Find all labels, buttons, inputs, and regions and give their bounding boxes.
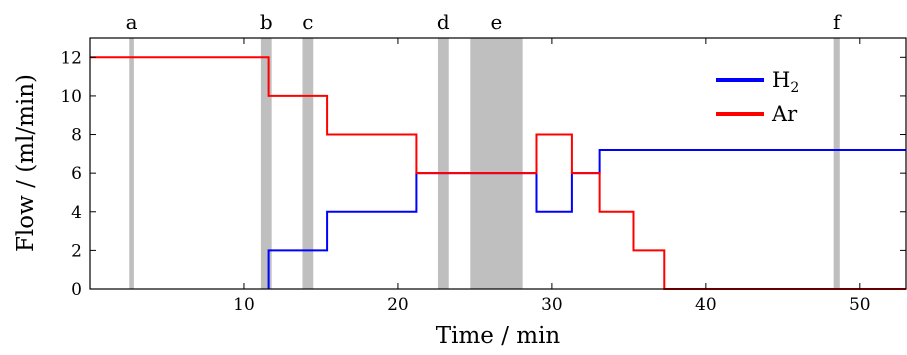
y-tick-label: 10 xyxy=(60,87,82,107)
x-tick-label: 50 xyxy=(849,295,871,315)
axis-ticks xyxy=(90,38,906,290)
shaded-region-f xyxy=(833,38,840,289)
legend-label-ar: Ar xyxy=(771,102,798,126)
plot-frame xyxy=(89,37,907,290)
shaded-region-b xyxy=(260,38,272,289)
region-label-a: a xyxy=(126,10,138,34)
region-label-f: f xyxy=(833,10,842,34)
x-tick-label: 40 xyxy=(695,295,717,315)
shaded-region-c xyxy=(302,38,314,289)
tick-labels: 10 20 30 40 50 0 2 4 6 8 10 12 xyxy=(60,48,870,315)
x-tick-label: 20 xyxy=(387,295,409,315)
y-tick-label: 0 xyxy=(71,280,82,300)
legend-label-h2: H2 xyxy=(772,68,799,96)
y-tick-label: 2 xyxy=(71,241,82,261)
x-tick-label: 30 xyxy=(541,295,563,315)
series-line-1 xyxy=(90,56,906,290)
region-label-d: d xyxy=(437,10,450,34)
region-labels: a b c d e f xyxy=(126,10,842,34)
y-tick-label: 6 xyxy=(71,164,82,184)
legend-label-h2-main: H xyxy=(772,68,790,92)
region-label-e: e xyxy=(491,10,503,34)
shaded-region-a xyxy=(129,38,134,289)
shaded-region-e xyxy=(470,38,523,289)
y-axis-label: Flow / (ml/min) xyxy=(13,74,39,252)
region-label-b: b xyxy=(260,10,273,34)
series-line-0 xyxy=(267,148,906,289)
y-tick-label: 4 xyxy=(71,203,82,223)
shaded-regions xyxy=(129,38,840,289)
x-axis-label: Time / min xyxy=(436,323,561,349)
series-lines xyxy=(90,56,906,290)
shaded-region-d xyxy=(437,38,449,289)
region-label-c: c xyxy=(302,10,313,34)
legend-label-h2-sub: 2 xyxy=(790,80,799,96)
y-tick-label: 12 xyxy=(60,48,82,68)
y-tick-label: 8 xyxy=(71,126,82,146)
x-tick-label: 10 xyxy=(233,295,255,315)
legend: H2 Ar xyxy=(716,68,799,126)
